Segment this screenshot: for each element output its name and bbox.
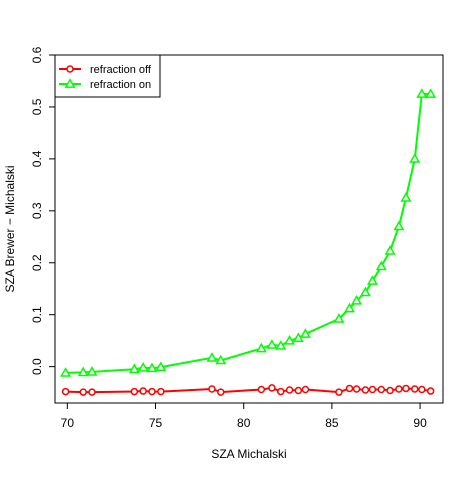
data-point xyxy=(276,387,285,396)
y-tick-label: 0.5 xyxy=(30,98,44,115)
data-point xyxy=(139,387,147,395)
data-point xyxy=(285,386,294,394)
data-point xyxy=(344,302,356,313)
data-point xyxy=(384,245,396,255)
data-point xyxy=(77,366,89,377)
data-point xyxy=(400,192,412,202)
data-point xyxy=(86,366,98,376)
data-point xyxy=(377,385,386,394)
data-point xyxy=(395,385,403,393)
y-tick-label: 0.3 xyxy=(30,202,44,219)
x-tick-label: 90 xyxy=(413,416,427,430)
data-point xyxy=(284,334,296,345)
data-point xyxy=(206,352,218,362)
data-point xyxy=(88,388,96,396)
data-point xyxy=(301,385,310,394)
data-point xyxy=(255,342,267,353)
legend-items: refraction off refraction on xyxy=(59,64,152,91)
series-line xyxy=(65,92,431,374)
y-tick-label: 0.6 xyxy=(30,46,44,63)
legend-label: refraction off xyxy=(90,64,152,76)
legend-marker xyxy=(64,78,76,88)
y-axis: 0.0 0.1 0.2 0.3 0.4 0.5 0.6 xyxy=(30,46,55,375)
data-point xyxy=(345,384,354,393)
data-point xyxy=(268,384,276,392)
data-point xyxy=(402,384,410,393)
data-point xyxy=(155,361,167,372)
data-point xyxy=(361,386,370,394)
data-point xyxy=(359,286,371,297)
y-tick-label: 0.0 xyxy=(30,358,44,375)
data-point xyxy=(157,387,165,396)
data-point xyxy=(215,354,227,365)
data-point xyxy=(425,88,437,98)
data-point xyxy=(366,275,378,285)
data-point xyxy=(61,387,70,396)
data-point xyxy=(137,361,149,372)
data-point xyxy=(79,388,87,396)
data-point xyxy=(60,367,72,377)
data-point xyxy=(418,385,426,394)
y-tick-label: 0.4 xyxy=(30,150,44,167)
data-point xyxy=(128,363,140,374)
y-tick-label: 0.2 xyxy=(30,254,44,271)
plot-frame xyxy=(54,54,444,404)
data-point xyxy=(275,340,287,350)
data-point xyxy=(351,294,363,305)
data-point xyxy=(375,260,387,271)
x-tick-label: 85 xyxy=(325,416,339,430)
y-axis-title: SZA Brewer − Michalski xyxy=(3,165,17,292)
data-point xyxy=(299,328,311,338)
data-point xyxy=(416,88,428,98)
data-point xyxy=(411,385,419,393)
x-axis-title: SZA Michalski xyxy=(211,447,286,461)
legend-marker xyxy=(66,65,74,73)
data-point xyxy=(294,386,303,395)
data-point xyxy=(208,385,216,393)
legend: refraction off refraction on xyxy=(54,54,161,98)
data-point xyxy=(409,153,421,163)
series-1 xyxy=(60,88,437,377)
data-point xyxy=(130,387,139,396)
legend-box xyxy=(54,54,161,98)
data-point xyxy=(352,385,361,393)
y-tick-label: 0.1 xyxy=(30,306,44,323)
data-point xyxy=(148,387,156,396)
data-point xyxy=(217,388,225,396)
series-layer xyxy=(60,88,437,396)
data-point xyxy=(368,385,377,394)
data-point xyxy=(266,339,278,349)
data-point xyxy=(146,362,158,373)
data-point xyxy=(333,313,345,323)
legend-label: refraction on xyxy=(90,79,151,91)
data-point xyxy=(393,220,405,231)
data-point xyxy=(386,386,394,395)
series-0 xyxy=(61,384,435,396)
data-point xyxy=(257,385,266,394)
x-axis: 70 75 80 85 90 xyxy=(61,403,427,430)
data-point xyxy=(335,388,343,396)
x-tick-label: 80 xyxy=(237,416,251,430)
data-point xyxy=(426,387,435,395)
x-tick-label: 75 xyxy=(149,416,163,430)
x-tick-label: 70 xyxy=(61,416,75,430)
